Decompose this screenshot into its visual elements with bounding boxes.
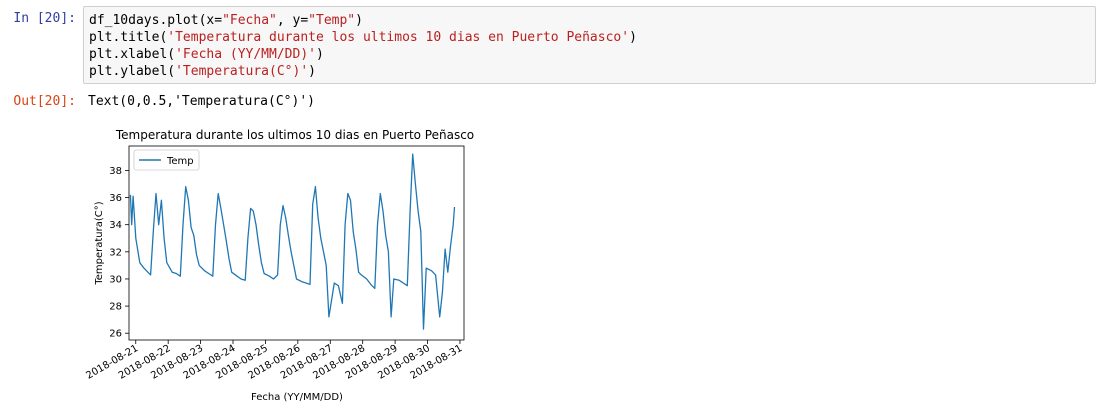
code-line: plt.title('Temperatura durante los ultim…: [89, 30, 637, 45]
code-line: plt.ylabel('Temperatura(C°)'): [89, 64, 316, 79]
legend-label: Temp: [166, 156, 194, 167]
y-tick-label: 30: [109, 274, 122, 285]
y-tick-label: 28: [109, 302, 122, 313]
series-line-temp: [129, 153, 456, 330]
y-tick-label: 32: [109, 247, 122, 258]
output-text: Text(0,0.5,'Temperatura(C°)'): [88, 94, 315, 109]
x-axis: 2018-08-212018-08-222018-08-232018-08-24…: [85, 340, 464, 382]
output-prompt: Out[20]:: [13, 94, 76, 109]
code-line: df_10days.plot(x="Fecha", y="Temp"): [89, 13, 363, 28]
x-axis-label: Fecha (YY/MM/DD): [251, 392, 343, 403]
code-input-area[interactable]: df_10days.plot(x="Fecha", y="Temp") plt.…: [83, 6, 1096, 84]
y-tick-label: 34: [109, 220, 122, 231]
y-tick-label: 36: [109, 193, 122, 204]
y-tick-label: 26: [109, 329, 122, 340]
code-line: plt.xlabel('Fecha (YY/MM/DD)'): [89, 47, 324, 62]
legend: Temp: [133, 149, 200, 171]
y-axis: 26 28 30 32 34 36 38: [109, 166, 129, 340]
legend-box: [133, 149, 200, 171]
plot-area-frame: [128, 145, 465, 341]
chart-title: Temperatura durante los ultimos 10 dias …: [115, 128, 474, 142]
temperature-line-chart: Temperatura durante los ultimos 10 dias …: [85, 128, 474, 403]
input-prompt: In [20]:: [13, 11, 76, 26]
y-axis-label: Temperatura(C°): [94, 201, 105, 285]
y-tick-label: 38: [109, 166, 122, 177]
